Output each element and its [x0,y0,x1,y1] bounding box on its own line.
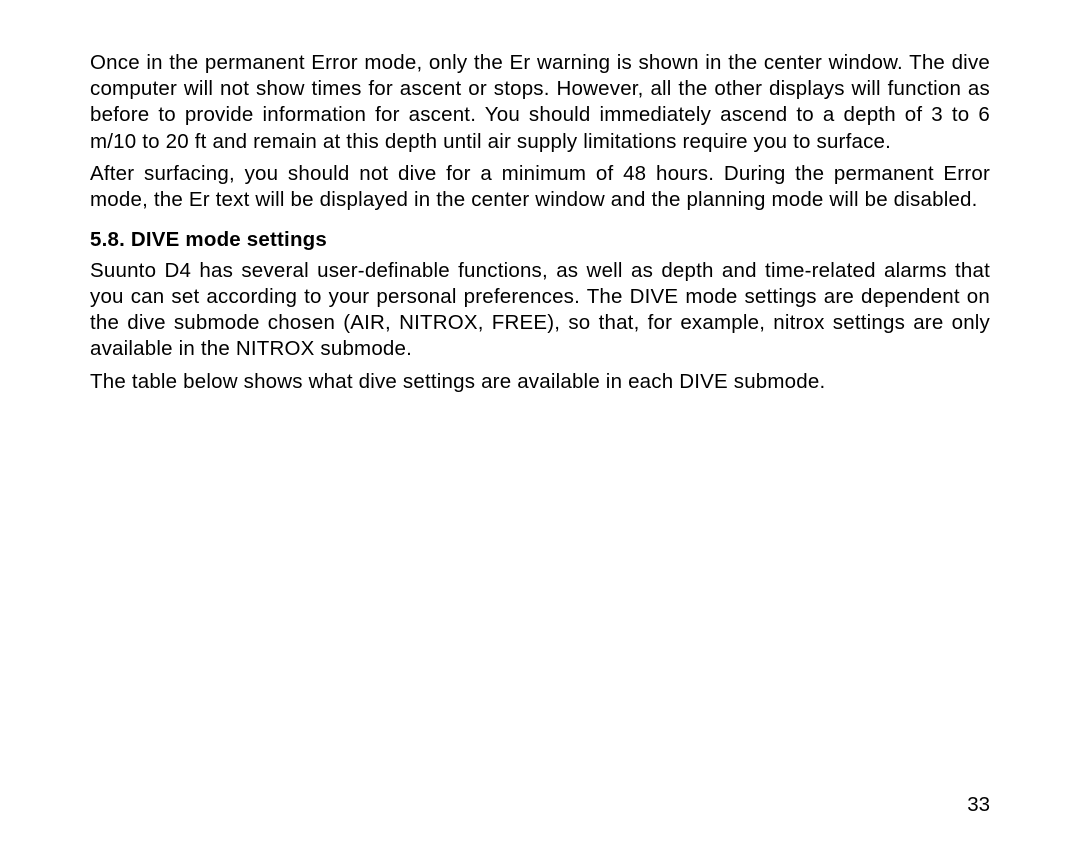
document-page: Once in the permanent Error mode, only t… [0,0,1080,855]
section-heading-dive-mode-settings: 5.8. DIVE mode settings [90,227,990,253]
paragraph-dive-mode-1: Suunto D4 has several user-definable fun… [90,258,990,363]
paragraph-error-mode-2: After surfacing, you should not dive for… [90,161,990,213]
paragraph-dive-mode-2: The table below shows what dive settings… [90,369,990,395]
page-number: 33 [967,793,990,817]
paragraph-error-mode-1: Once in the permanent Error mode, only t… [90,50,990,155]
